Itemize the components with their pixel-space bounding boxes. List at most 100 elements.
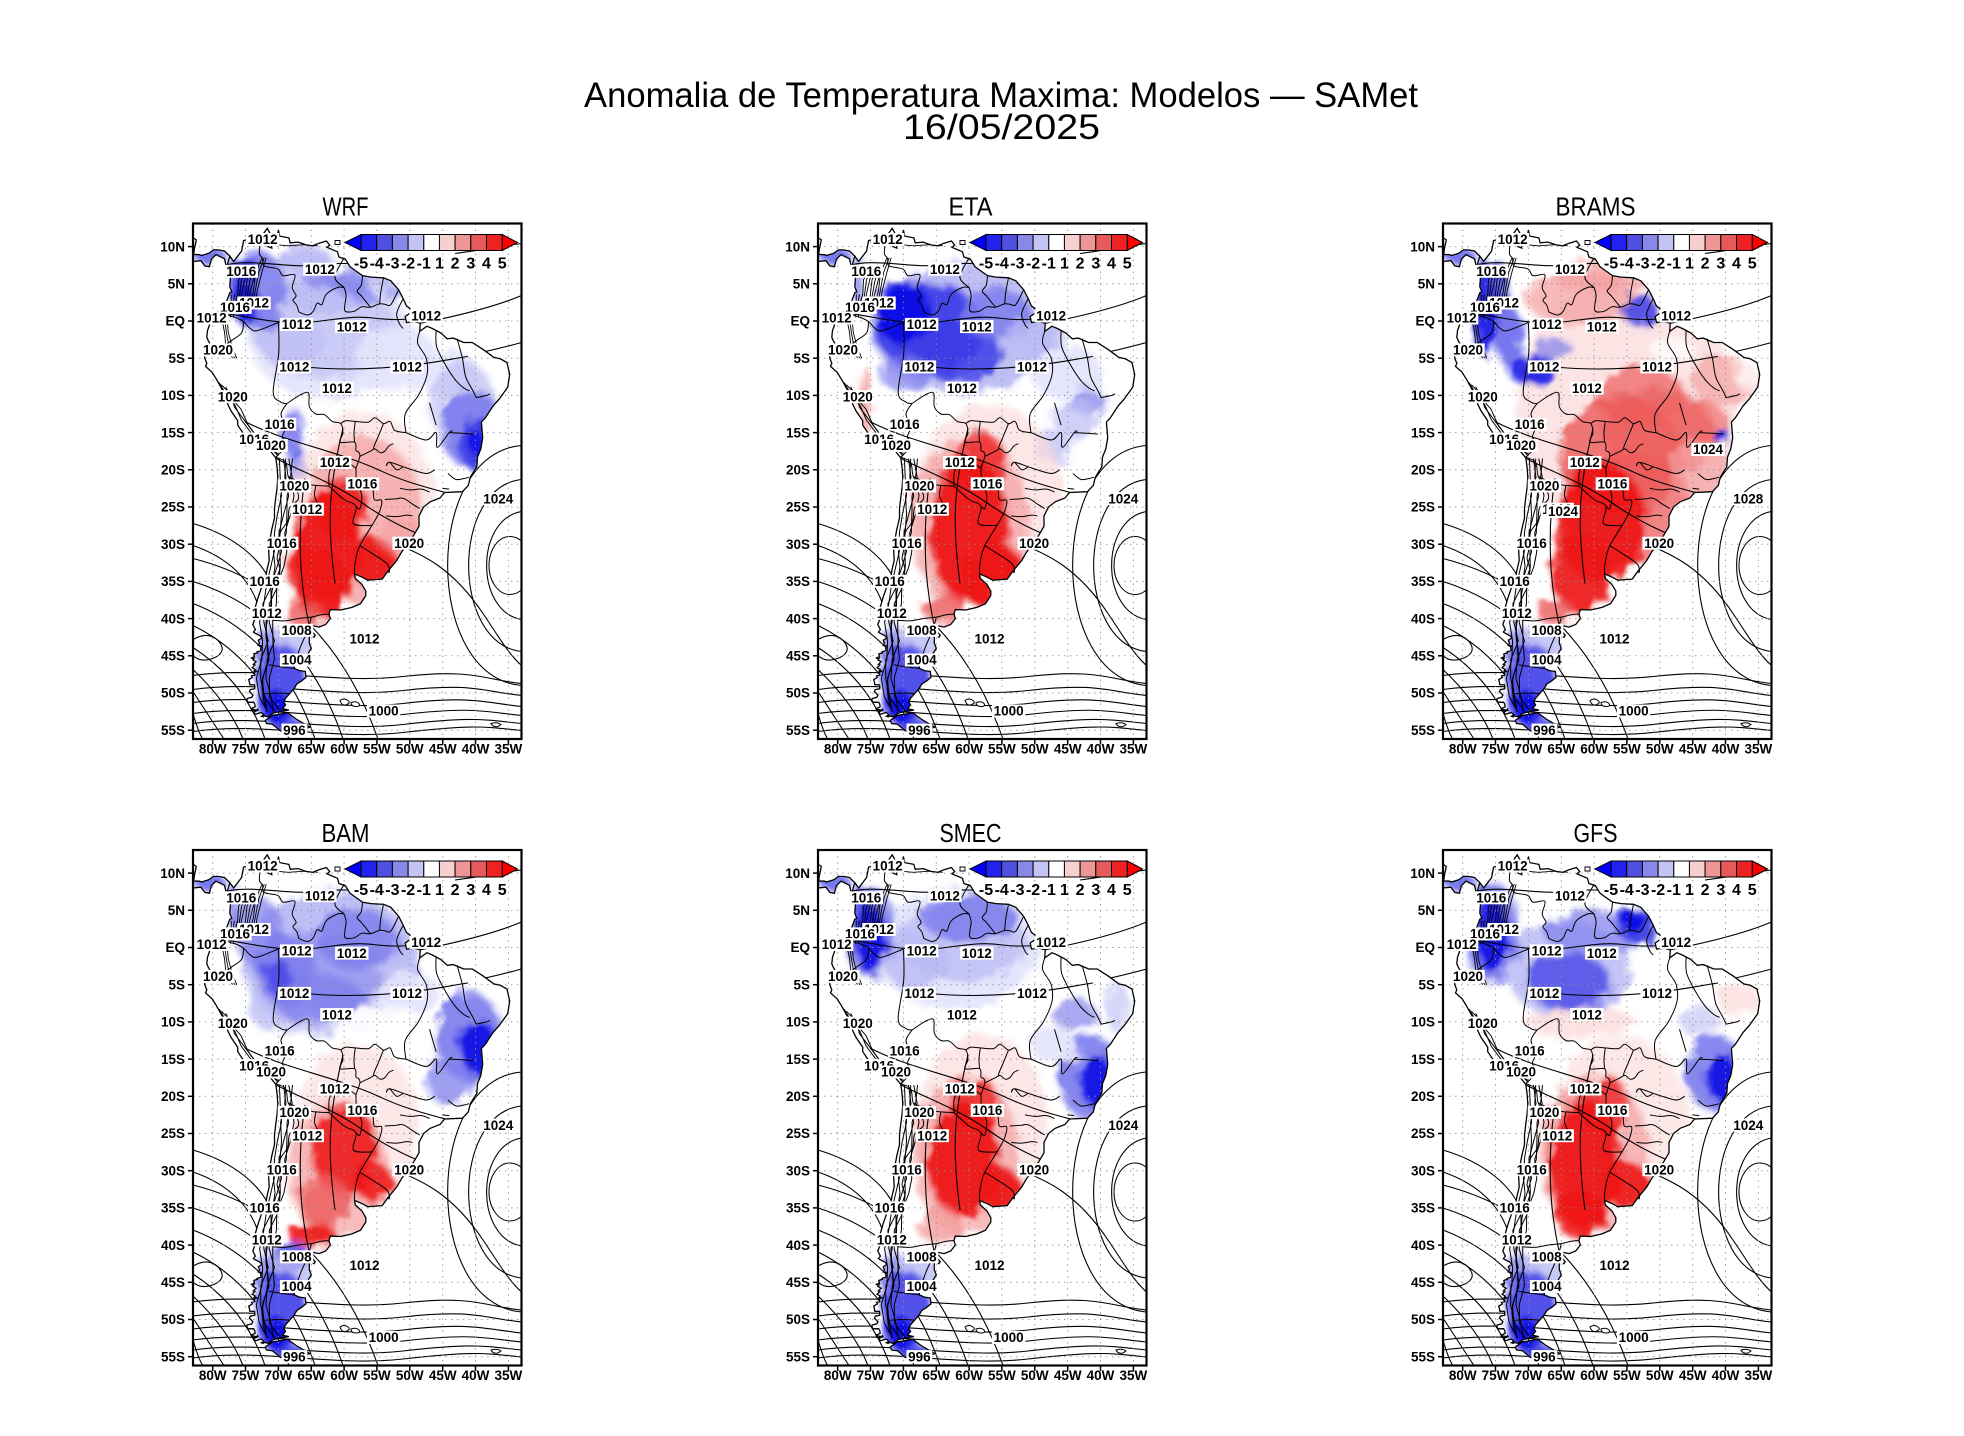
svg-text:1: 1 [1060, 882, 1069, 899]
svg-text:1012: 1012 [1036, 935, 1066, 950]
svg-text:3: 3 [466, 256, 475, 273]
svg-text:80W: 80W [199, 1368, 227, 1383]
svg-text:-1: -1 [1042, 256, 1056, 273]
svg-text:35W: 35W [495, 742, 523, 757]
svg-text:1012: 1012 [305, 262, 335, 277]
svg-text:35S: 35S [1411, 574, 1435, 589]
svg-text:55S: 55S [161, 1349, 185, 1364]
svg-text:35S: 35S [786, 574, 810, 589]
svg-text:65W: 65W [1547, 1368, 1575, 1383]
svg-text:65W: 65W [922, 1368, 950, 1383]
svg-text:1024: 1024 [1108, 1118, 1139, 1133]
svg-text:1012: 1012 [917, 502, 947, 517]
svg-text:80W: 80W [824, 1368, 852, 1383]
svg-text:1012: 1012 [392, 986, 422, 1001]
svg-text:1: 1 [1685, 882, 1694, 899]
svg-text:65W: 65W [297, 742, 325, 757]
svg-text:40S: 40S [1411, 611, 1435, 626]
svg-text:996: 996 [283, 723, 306, 738]
svg-text:3: 3 [1716, 882, 1725, 899]
svg-text:1012: 1012 [248, 232, 278, 247]
svg-text:50S: 50S [1411, 1312, 1435, 1327]
svg-text:30S: 30S [1411, 1163, 1435, 1178]
svg-text:50S: 50S [786, 1312, 810, 1327]
svg-text:1016: 1016 [851, 891, 882, 906]
svg-text:60W: 60W [330, 1368, 358, 1383]
svg-text:1: 1 [1685, 256, 1694, 273]
svg-text:50S: 50S [161, 686, 185, 701]
svg-text:1008: 1008 [1532, 1250, 1563, 1265]
svg-text:1012: 1012 [974, 1258, 1004, 1273]
svg-text:40W: 40W [462, 1368, 490, 1383]
svg-text:1012: 1012 [822, 937, 852, 952]
svg-text:30S: 30S [161, 537, 185, 552]
svg-text:50W: 50W [396, 742, 424, 757]
svg-text:50S: 50S [786, 686, 810, 701]
svg-text:55W: 55W [363, 742, 391, 757]
svg-text:50S: 50S [161, 1312, 185, 1327]
svg-text:1012: 1012 [904, 986, 934, 1001]
svg-text:1012: 1012 [877, 606, 907, 621]
svg-text:1000: 1000 [1619, 704, 1649, 719]
svg-text:-2: -2 [1651, 882, 1665, 899]
svg-text:1016: 1016 [1470, 300, 1501, 315]
svg-text:1012: 1012 [1599, 1258, 1629, 1273]
svg-text:1016: 1016 [1470, 927, 1501, 942]
svg-text:10S: 10S [161, 1015, 185, 1030]
svg-text:1012: 1012 [1572, 381, 1602, 396]
svg-text:1012: 1012 [1447, 311, 1477, 326]
svg-text:1016: 1016 [892, 536, 923, 551]
svg-text:1000: 1000 [994, 704, 1024, 719]
svg-text:55W: 55W [1613, 742, 1641, 757]
svg-text:1012: 1012 [1498, 859, 1528, 874]
svg-text:45S: 45S [1411, 1275, 1435, 1290]
svg-text:1012: 1012 [1502, 606, 1532, 621]
svg-text:55S: 55S [786, 723, 810, 738]
svg-text:3: 3 [1091, 882, 1100, 899]
svg-text:1012: 1012 [904, 360, 934, 375]
svg-text:1016: 1016 [1476, 264, 1507, 279]
svg-text:45S: 45S [786, 1275, 810, 1290]
svg-text:1024: 1024 [483, 491, 514, 506]
svg-text:10S: 10S [161, 388, 185, 403]
svg-text:30S: 30S [786, 1163, 810, 1178]
svg-text:5N: 5N [1418, 903, 1435, 918]
svg-text:40S: 40S [786, 611, 810, 626]
svg-text:1012: 1012 [1542, 1128, 1572, 1143]
svg-text:25S: 25S [1411, 500, 1435, 515]
svg-text:1008: 1008 [282, 623, 313, 638]
svg-text:1024: 1024 [1108, 491, 1139, 506]
svg-text:1012: 1012 [1532, 317, 1562, 332]
svg-text:10N: 10N [160, 239, 185, 254]
svg-text:1012: 1012 [1447, 937, 1477, 952]
svg-text:1020: 1020 [279, 1105, 309, 1120]
svg-text:40W: 40W [1712, 742, 1740, 757]
svg-text:1024: 1024 [1548, 504, 1579, 519]
svg-text:1012: 1012 [930, 888, 960, 903]
svg-text:-3: -3 [1010, 256, 1024, 273]
svg-text:-4: -4 [995, 882, 1009, 899]
svg-text:1012: 1012 [1572, 1007, 1602, 1022]
svg-text:1020: 1020 [394, 536, 424, 551]
svg-text:1016: 1016 [875, 1201, 906, 1216]
svg-text:1012: 1012 [1555, 888, 1585, 903]
svg-text:1012: 1012 [1529, 360, 1559, 375]
svg-text:1012: 1012 [1570, 1082, 1600, 1097]
svg-text:50W: 50W [1646, 1368, 1674, 1383]
svg-text:15S: 15S [786, 1052, 810, 1067]
svg-text:1012: 1012 [907, 317, 937, 332]
svg-text:4: 4 [1107, 882, 1116, 899]
svg-text:5S: 5S [793, 977, 810, 992]
svg-text:55W: 55W [1613, 1368, 1641, 1383]
svg-text:5S: 5S [1418, 351, 1435, 366]
svg-text:-4: -4 [1620, 882, 1634, 899]
svg-text:1012: 1012 [877, 1233, 907, 1248]
svg-text:1012: 1012 [1642, 360, 1672, 375]
svg-text:60W: 60W [955, 1368, 983, 1383]
svg-text:15S: 15S [161, 425, 185, 440]
svg-text:-2: -2 [1026, 882, 1040, 899]
svg-text:1016: 1016 [250, 1201, 281, 1216]
svg-text:30S: 30S [161, 1163, 185, 1178]
svg-text:1020: 1020 [203, 343, 233, 358]
svg-text:1020: 1020 [203, 969, 233, 984]
